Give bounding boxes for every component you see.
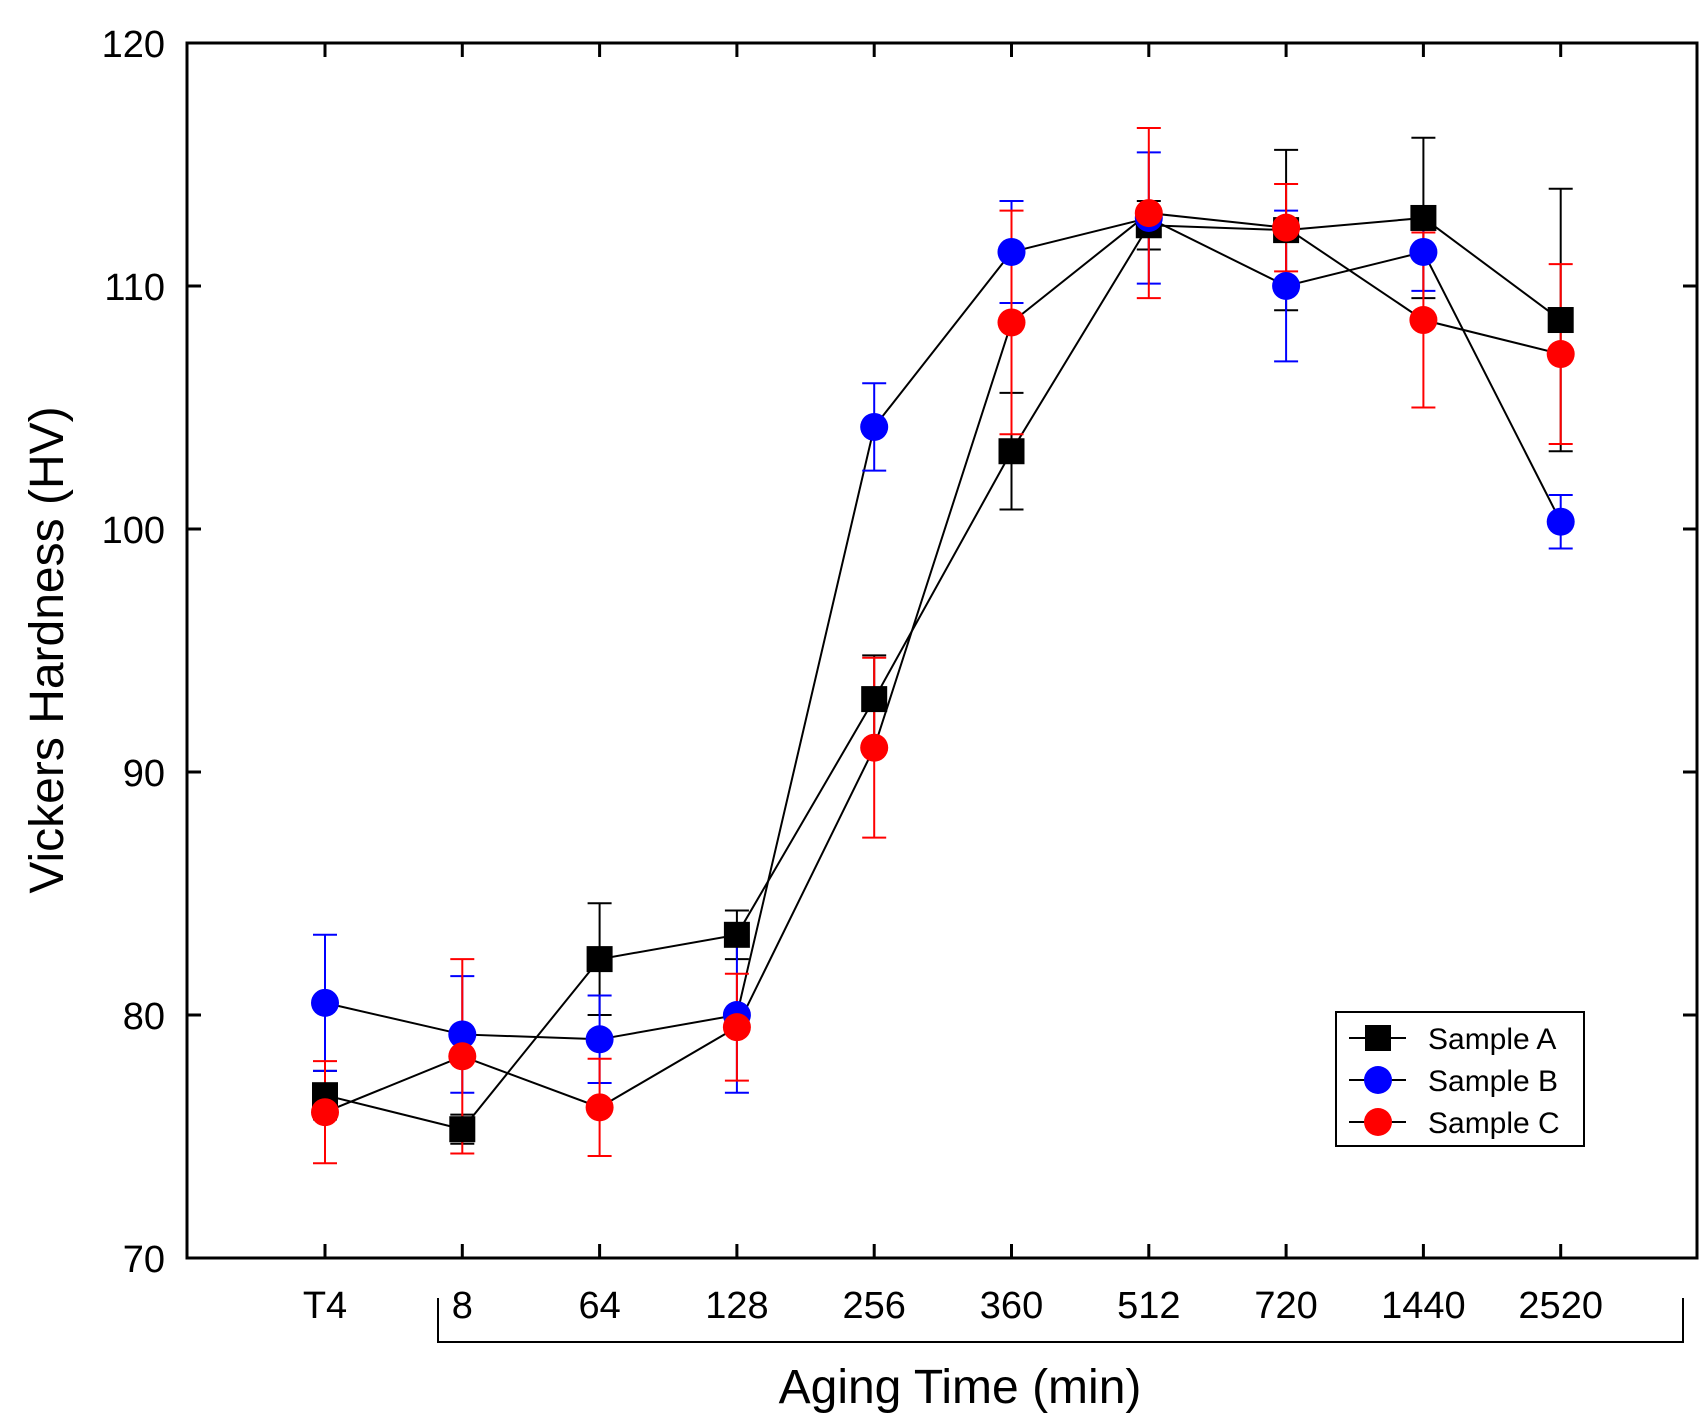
y-tick-label: 100 <box>102 510 165 552</box>
y-axis-title: Vickers Hardness (HV) <box>21 406 74 893</box>
axis-ticks: 70 80 90 100 110 120 T4 8 64 128 256 360 512 720 1440 2… <box>102 24 1697 1327</box>
series-layer <box>311 127 1575 1165</box>
legend: Sample A Sample B Sample C <box>1335 1011 1585 1147</box>
legend-label-sample-c: Sample C <box>1428 1107 1560 1140</box>
legend-item-sample-c: Sample C <box>1349 1107 1560 1140</box>
x-tick-label: 64 <box>578 1285 620 1327</box>
data-point-square <box>861 686 888 713</box>
series-line-0 <box>324 216 1562 1131</box>
series-line-1 <box>324 216 1562 1041</box>
data-point-circle <box>1134 199 1163 228</box>
data-point-square <box>449 1116 476 1143</box>
x-tick-label: 8 <box>452 1285 473 1327</box>
data-point-circle <box>1546 340 1575 369</box>
x-tick-label: 360 <box>980 1285 1043 1327</box>
data-point-circle <box>997 308 1026 337</box>
x-tick-label: 2520 <box>1518 1285 1603 1327</box>
plot-frame <box>185 41 1699 1260</box>
y-tick-label: 110 <box>104 267 165 309</box>
data-point-circle <box>585 1025 614 1054</box>
y-tick-label: 120 <box>102 24 165 66</box>
data-point-circle <box>311 1098 339 1127</box>
x-tick-label: 512 <box>1117 1285 1180 1327</box>
data-point-circle <box>448 1042 477 1071</box>
legend-label-sample-b: Sample B <box>1428 1065 1558 1098</box>
series-line-2 <box>324 212 1561 1114</box>
data-point-circle <box>1272 213 1301 242</box>
data-point-circle <box>860 733 889 762</box>
data-point-square <box>998 438 1025 465</box>
data-point-circle <box>311 988 339 1017</box>
data-point-circle <box>1409 237 1438 266</box>
y-tick-label: 70 <box>123 1239 165 1281</box>
data-point-circle <box>1546 507 1575 536</box>
x-tick-label: 720 <box>1254 1285 1317 1327</box>
data-point-circle <box>448 1020 477 1049</box>
data-point-circle <box>1272 272 1301 300</box>
aging-bracket <box>437 1298 1684 1343</box>
data-point-circle <box>860 412 889 441</box>
x-tick-label: 128 <box>705 1285 768 1327</box>
data-point-square <box>723 921 750 948</box>
data-point-circle <box>722 1013 751 1042</box>
data-point-circle <box>1409 306 1438 335</box>
x-tick-label: 256 <box>842 1285 905 1327</box>
data-point-square <box>586 946 613 973</box>
legend-marker-circle-red <box>1364 1108 1392 1136</box>
y-tick-label: 80 <box>123 996 165 1038</box>
legend-item-sample-b: Sample B <box>1349 1065 1558 1098</box>
x-tick-label: T4 <box>303 1285 347 1327</box>
data-point-square <box>1410 204 1437 231</box>
data-point-circle <box>585 1093 614 1122</box>
data-point-square <box>1547 307 1574 334</box>
x-axis-title: Aging Time (min) <box>779 1361 1142 1414</box>
legend-marker-square <box>1365 1025 1391 1051</box>
data-point-circle <box>997 237 1026 266</box>
x-tick-label: 1440 <box>1381 1285 1466 1327</box>
legend-marker-circle-blue <box>1364 1066 1392 1094</box>
y-tick-label: 90 <box>123 753 165 795</box>
legend-item-sample-a: Sample A <box>1349 1023 1556 1056</box>
legend-label-sample-a: Sample A <box>1428 1023 1556 1056</box>
